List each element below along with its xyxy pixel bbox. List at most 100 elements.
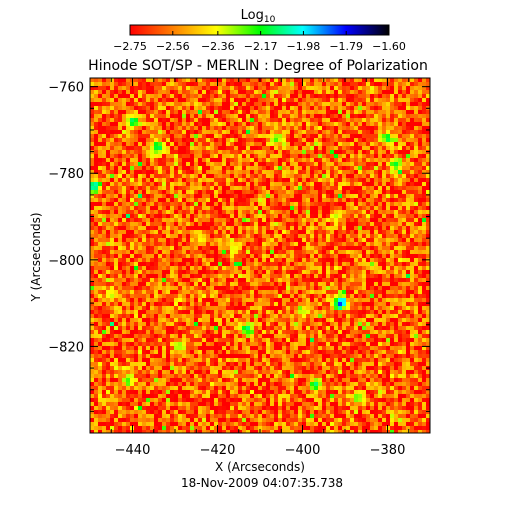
heatmap-cell <box>374 230 378 234</box>
heatmap-cell <box>410 254 414 258</box>
heatmap-cell <box>190 162 194 166</box>
heatmap-cell <box>366 154 370 158</box>
heatmap-cell <box>326 230 330 234</box>
heatmap-cell <box>162 78 166 82</box>
heatmap-cell <box>350 154 354 158</box>
heatmap-cell <box>298 90 302 94</box>
heatmap-cell <box>126 242 130 246</box>
heatmap-cell <box>362 230 366 234</box>
heatmap-cell <box>150 290 154 294</box>
heatmap-cell <box>394 266 398 270</box>
heatmap-cell <box>314 102 318 106</box>
heatmap-cell <box>162 114 166 118</box>
heatmap-cell <box>342 110 346 114</box>
heatmap-cell <box>226 162 230 166</box>
heatmap-cell <box>298 98 302 102</box>
heatmap-cell <box>110 174 114 178</box>
heatmap-cell <box>418 78 422 82</box>
heatmap-cell <box>98 250 102 254</box>
heatmap-cell <box>418 206 422 210</box>
heatmap-cell <box>410 226 414 230</box>
heatmap-cell <box>242 310 246 314</box>
heatmap-cell <box>326 90 330 94</box>
heatmap-cell <box>294 230 298 234</box>
heatmap-cell <box>262 270 266 274</box>
heatmap-cell <box>234 118 238 122</box>
heatmap-cell <box>166 110 170 114</box>
heatmap-cell <box>162 218 166 222</box>
heatmap-cell <box>174 210 178 214</box>
heatmap-cell <box>358 238 362 242</box>
heatmap-cell <box>306 218 310 222</box>
heatmap-cell <box>238 146 242 150</box>
heatmap-cell <box>370 222 374 226</box>
heatmap-cell <box>162 194 166 198</box>
heatmap-cell <box>366 254 370 258</box>
heatmap-cell <box>162 274 166 278</box>
heatmap-cell <box>222 122 226 126</box>
heatmap-cell <box>130 158 134 162</box>
heatmap-cell <box>146 178 150 182</box>
heatmap-cell <box>146 166 150 170</box>
heatmap-cell <box>282 258 286 262</box>
heatmap-cell <box>298 282 302 286</box>
heatmap-cell <box>158 310 162 314</box>
heatmap-cell <box>130 102 134 106</box>
heatmap-cell <box>242 154 246 158</box>
heatmap-cell <box>102 78 106 82</box>
heatmap-cell <box>250 102 254 106</box>
heatmap-cell <box>398 290 402 294</box>
heatmap-cell <box>414 126 418 130</box>
heatmap-cell <box>394 198 398 202</box>
heatmap-cell <box>390 262 394 266</box>
heatmap-cell <box>286 146 290 150</box>
heatmap-cell <box>346 234 350 238</box>
heatmap-cell <box>274 250 278 254</box>
heatmap-cell <box>310 118 314 122</box>
heatmap-cell <box>394 110 398 114</box>
heatmap-cell <box>106 258 110 262</box>
heatmap-cell <box>98 118 102 122</box>
heatmap-cell <box>418 202 422 206</box>
heatmap-cell <box>94 174 98 178</box>
heatmap-cell <box>190 142 194 146</box>
heatmap-cell <box>398 142 402 146</box>
heatmap-cell <box>382 282 386 286</box>
heatmap-cell <box>350 170 354 174</box>
heatmap-cell <box>138 198 142 202</box>
heatmap-cell <box>414 134 418 138</box>
heatmap-cell <box>126 78 130 82</box>
heatmap-cell <box>414 226 418 230</box>
heatmap-cell <box>198 258 202 262</box>
heatmap-cell <box>150 202 154 206</box>
heatmap-cell <box>262 170 266 174</box>
heatmap-cell <box>378 154 382 158</box>
heatmap-cell <box>314 118 318 122</box>
heatmap-cell <box>382 266 386 270</box>
heatmap-cell <box>330 282 334 286</box>
heatmap-cell <box>122 78 126 82</box>
heatmap-cell <box>90 194 94 198</box>
heatmap-cell <box>242 134 246 138</box>
heatmap-cell <box>178 154 182 158</box>
heatmap-cell <box>198 134 202 138</box>
heatmap-cell <box>250 146 254 150</box>
heatmap-cell <box>318 218 322 222</box>
heatmap-cell <box>142 130 146 134</box>
heatmap-cell <box>266 254 270 258</box>
heatmap-cell <box>394 190 398 194</box>
heatmap-cell <box>290 218 294 222</box>
heatmap-cell <box>202 194 206 198</box>
heatmap-cell <box>426 206 430 210</box>
heatmap-cell <box>358 218 362 222</box>
heatmap-cell <box>254 78 258 82</box>
heatmap-cell <box>226 190 230 194</box>
heatmap-cell <box>414 238 418 242</box>
heatmap-cell <box>114 274 118 278</box>
heatmap-cell <box>262 138 266 142</box>
heatmap-cell <box>222 230 226 234</box>
heatmap-cell <box>150 222 154 226</box>
heatmap-cell <box>186 246 190 250</box>
heatmap-cell <box>110 142 114 146</box>
heatmap-cell <box>154 90 158 94</box>
